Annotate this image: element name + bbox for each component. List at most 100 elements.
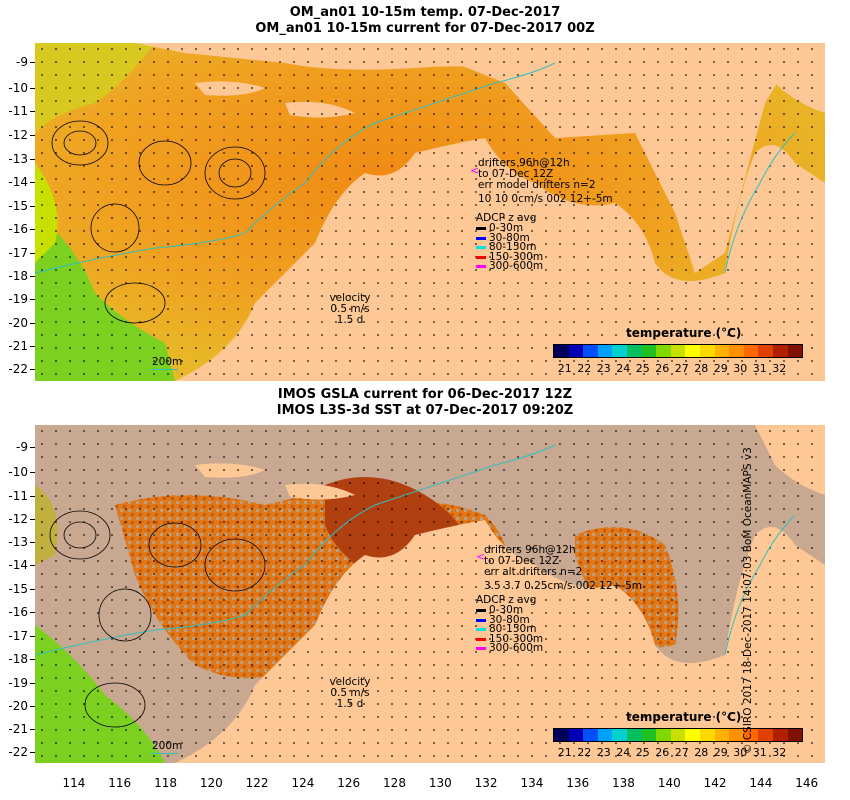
- arrow-icon: [476, 628, 486, 631]
- bottom-title-line2: IMOS L3S-3d SST at 07-Dec-2017 09:20Z: [276, 403, 574, 418]
- credit-text: © CSIRO 2017 18-Dec-2017 14:07:03 BoM Oc…: [742, 447, 754, 754]
- drifters-line: to 07-Dec 12Z: [478, 168, 554, 180]
- bottom-map: [35, 425, 825, 763]
- top-colorbar-title: temperature (°C): [626, 326, 742, 340]
- lon-tick: 120: [199, 776, 223, 790]
- bottom-lat-tick: -10: [0, 465, 35, 479]
- top-velocity-key: velocity 0.5 m/s 1.5 d: [329, 292, 371, 326]
- colorbar-swatch: [597, 729, 613, 741]
- arrow-icon: [476, 637, 486, 641]
- top-lat-tick: -12: [0, 128, 35, 142]
- bottom-lat-tick: -16: [0, 605, 35, 619]
- colorbar-swatch: [626, 729, 642, 741]
- colorbar-swatch: [583, 345, 598, 357]
- colorbar-swatch: [670, 729, 686, 741]
- arrow-icon: [476, 236, 486, 240]
- colorbar-swatch: [699, 345, 715, 357]
- lon-tick: 118: [154, 776, 177, 790]
- top-lat-tick: -22: [0, 362, 35, 376]
- adcp-item: 80-150m: [476, 242, 543, 253]
- colorbar-tick-label: 31: [752, 746, 767, 759]
- lon-tick: 140: [657, 776, 681, 790]
- colorbar-swatch: [597, 345, 613, 357]
- drifter-marker-icon: <: [470, 164, 480, 177]
- bottom-adcp-legend: ADCP z avg 0-30m 30-80m 80-150m 150-300m…: [476, 594, 543, 654]
- arrow-icon: [476, 265, 486, 268]
- colorbar-swatch: [568, 345, 584, 357]
- arrow-icon: [476, 618, 486, 622]
- top-lat-tick: -16: [0, 222, 35, 236]
- colorbar-tick-label: 30: [733, 362, 748, 375]
- adcp-item: 150-300m: [476, 633, 543, 645]
- lon-tick: 136: [566, 776, 590, 790]
- drifters-line: drifters 96h@12h: [484, 544, 576, 556]
- lon-tick: 130: [428, 776, 452, 790]
- arrow-icon: [476, 255, 486, 259]
- top-map: [35, 43, 825, 381]
- drifters-line: err model drifters n=2: [478, 179, 596, 191]
- arrow-icon: [476, 227, 486, 230]
- top-scale-label: 200m: [152, 356, 183, 368]
- colorbar-tick-label: 25: [635, 746, 650, 759]
- top-adcp-legend: ADCP z avg 0-30m 30-80m 80-150m 150-300m…: [476, 212, 543, 272]
- colorbar-tick-label: 26: [655, 362, 670, 375]
- lon-tick: 126: [337, 776, 361, 790]
- colorbar-tick-label: 28: [694, 362, 709, 375]
- lon-tick: 138: [612, 776, 635, 790]
- colorbar-swatch: [641, 729, 657, 741]
- colorbar-tick-label: 32: [772, 746, 787, 759]
- top-colorbar-labels: 21 22 23 24 25 26 27 28 29 30 31 32: [555, 362, 789, 375]
- arrow-icon: [476, 246, 486, 249]
- colorbar-tick-label: 26: [655, 746, 670, 759]
- colorbar-tick-label: 23: [596, 362, 611, 375]
- top-lat-tick: -14: [0, 175, 35, 189]
- colorbar-swatch: [729, 729, 744, 741]
- scale-bar: [150, 369, 178, 370]
- colorbar-swatch: [772, 345, 788, 357]
- scale-bar: [150, 753, 178, 754]
- bottom-velocity-key: velocity 0.5 m/s 1.5 d: [329, 676, 371, 710]
- top-lat-tick: -11: [0, 104, 35, 118]
- colorbar-swatch: [685, 729, 700, 741]
- bottom-lat-tick: -21: [0, 722, 35, 736]
- top-colorbar: [553, 344, 803, 358]
- top-lat-tick: -15: [0, 199, 35, 213]
- lon-tick: 142: [703, 776, 727, 790]
- lon-tick: 134: [520, 776, 544, 790]
- colorbar-tick-label: 28: [694, 746, 709, 759]
- bottom-scale-label: 200m: [152, 740, 183, 752]
- adcp-title: ADCP z avg: [476, 594, 537, 606]
- colorbar-swatch: [714, 345, 730, 357]
- adcp-item: 300-600m: [476, 261, 543, 272]
- bottom-colorbar-title: temperature (°C): [626, 710, 742, 724]
- bottom-colorbar: [553, 728, 803, 742]
- lon-tick: 144: [749, 776, 773, 790]
- bottom-lat-tick: -20: [0, 699, 35, 713]
- colorbar-swatch: [612, 729, 627, 741]
- top-drifters-info: drifters 96h@12h to 07-Dec 12Z err model…: [478, 158, 613, 205]
- colorbar-swatch: [554, 729, 569, 741]
- colorbar-tick-label: 21: [557, 746, 572, 759]
- top-lat-tick: -13: [0, 152, 35, 166]
- top-lat-tick: -20: [0, 316, 35, 330]
- colorbar-tick-label: 24: [616, 746, 631, 759]
- lon-tick: 132: [474, 776, 498, 790]
- adcp-item: 300-600m: [476, 643, 543, 654]
- colorbar-tick-label: 21: [557, 362, 572, 375]
- lon-tick: 122: [245, 776, 269, 790]
- bottom-lat-tick: -11: [0, 489, 35, 503]
- top-title-line1: OM_an01 10-15m temp. 07-Dec-2017: [289, 5, 561, 20]
- lon-tick: 146: [795, 776, 819, 790]
- colorbar-tick-label: 29: [713, 746, 728, 759]
- bottom-lat-tick: -22: [0, 745, 35, 759]
- bottom-lat-tick: -9: [0, 440, 35, 454]
- bottom-title-line1: IMOS GSLA current for 06-Dec-2017 12Z: [277, 387, 573, 402]
- colorbar-tick-label: 24: [616, 362, 631, 375]
- lon-tick: 116: [108, 776, 132, 790]
- colorbar-swatch: [656, 345, 671, 357]
- colorbar-swatch: [758, 345, 773, 357]
- lon-tick: 128: [383, 776, 406, 790]
- colorbar-swatch: [670, 345, 686, 357]
- arrow-icon: [476, 609, 486, 612]
- colorbar-swatch: [626, 345, 642, 357]
